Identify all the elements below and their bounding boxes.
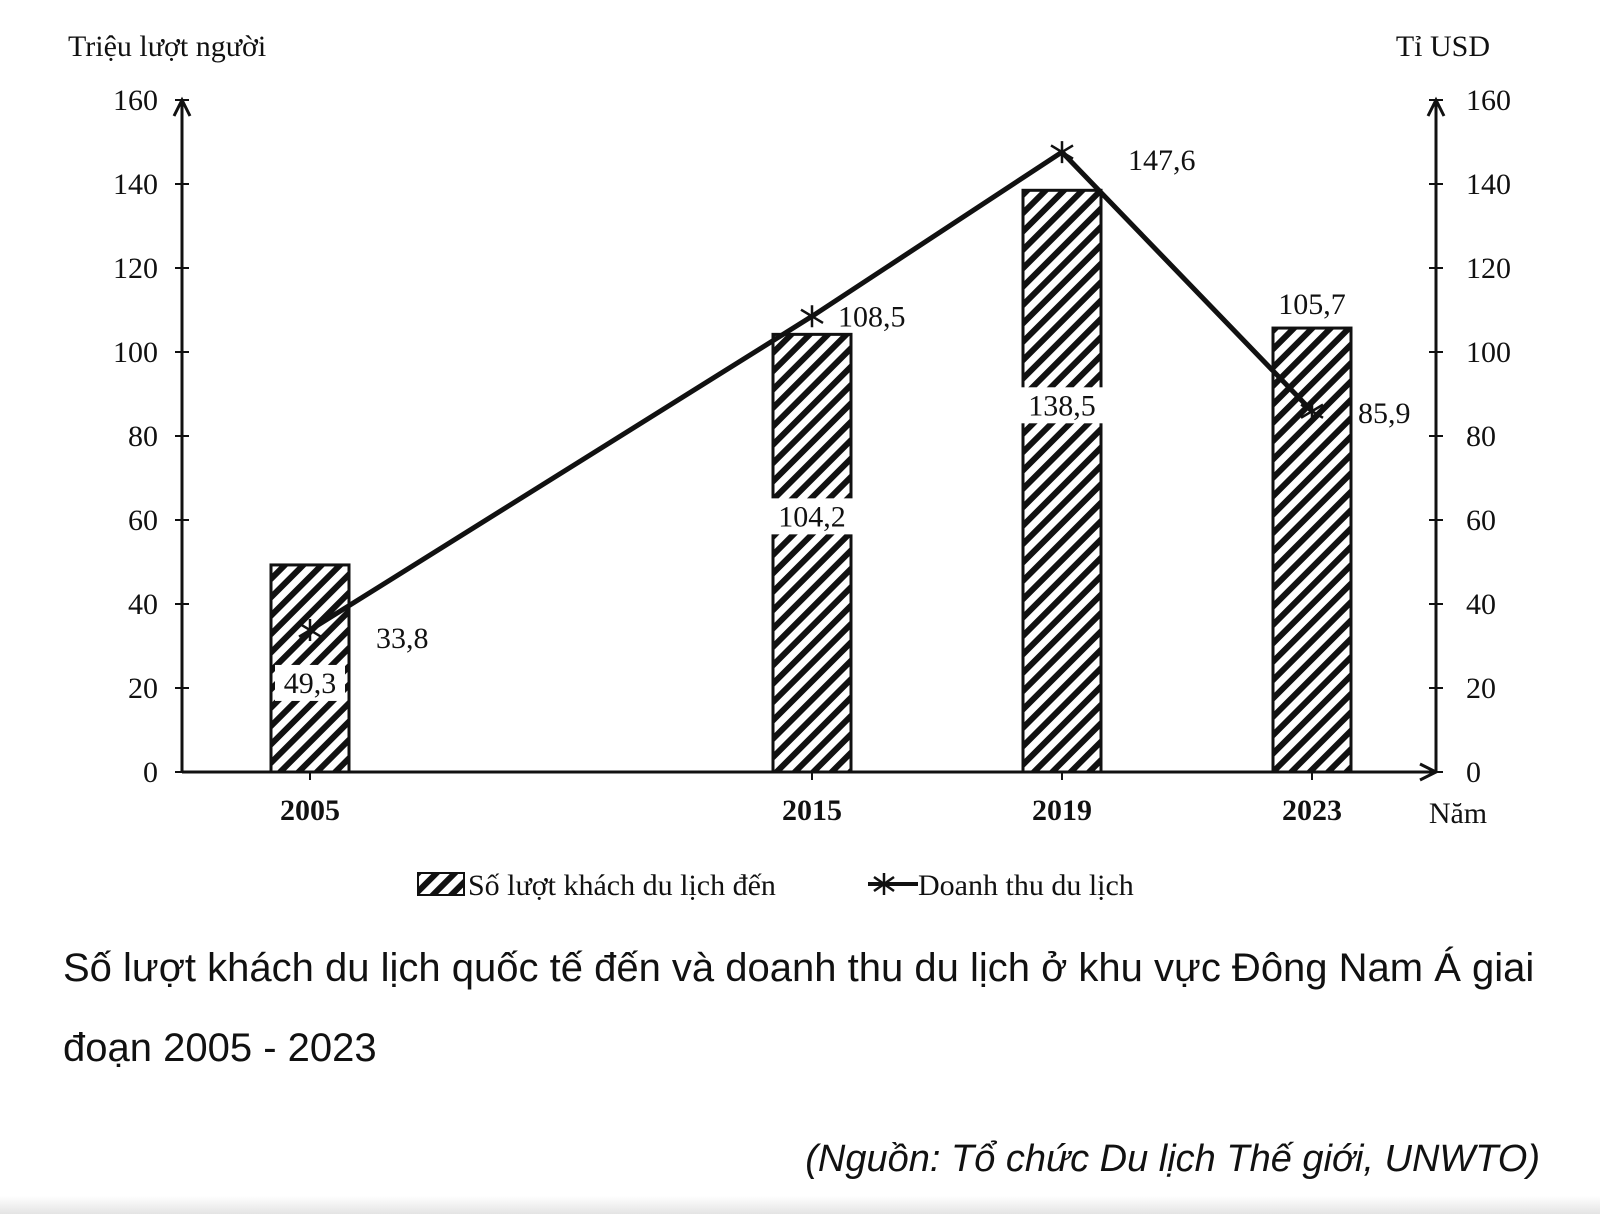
bar-2019 (1021, 188, 1103, 774)
y-left-axis-title: Triệu lượt người (68, 30, 266, 63)
revenue-point-2023 (1300, 400, 1324, 423)
legend-line-label: Doanh thu du lịch (918, 869, 1134, 902)
figure-caption: Số lượt khách du lịch quốc tế đến và doa… (63, 946, 1535, 1070)
y-left-tick-label: 100 (113, 336, 158, 369)
revenue-point-2015 (800, 305, 824, 328)
line-value-label: 147,6 (1128, 144, 1196, 177)
x-tick-label: 2019 (1032, 794, 1092, 827)
bar-2023 (1271, 326, 1353, 774)
chart-container: Triệu lượt người Tỉ USD Năm 0 0 20 20 40 40 60… (68, 30, 1511, 902)
x-tick-label: 2015 (782, 794, 842, 827)
revenue-point-2019 (1050, 141, 1074, 164)
bar-value-label: 49,3 (284, 667, 337, 700)
y-right-tick-label: 100 (1466, 336, 1511, 369)
line-value-label: 108,5 (838, 300, 906, 333)
y-right-tick-label: 160 (1466, 84, 1511, 117)
y-right-tick-label: 0 (1466, 756, 1481, 789)
legend-bar-label: Số lượt khách du lịch đến (468, 869, 776, 902)
y-right-axis-title: Tỉ USD (1396, 30, 1490, 63)
line-value-label: 85,9 (1358, 397, 1411, 430)
bar-label-bg (769, 498, 855, 535)
bar-2015 (771, 332, 853, 774)
y-right-tick-label: 140 (1466, 168, 1511, 201)
y-right-tick-label: 40 (1466, 588, 1496, 621)
x-tick-label: 2023 (1282, 794, 1342, 827)
figure-source: (Nguồn: Tổ chức Du lịch Thế giới, UNWTO) (805, 1138, 1540, 1180)
combo-chart: Triệu lượt người Tỉ USD Năm 0 0 20 20 40 40 60… (68, 30, 1511, 902)
y-left-tick-label: 60 (128, 504, 158, 537)
legend-bar-swatch (417, 872, 465, 896)
revenue-point-2005 (298, 619, 322, 642)
y-right-tick-label: 20 (1466, 672, 1496, 705)
y-left-tick-label: 140 (113, 168, 158, 201)
y-left-tick-label: 160 (113, 84, 158, 117)
bar-label-bg (275, 664, 345, 701)
y-left-tick-label: 80 (128, 420, 158, 453)
x-tick-label: 2005 (280, 794, 340, 827)
y-left-tick-label: 120 (113, 252, 158, 285)
y-right-tick-label: 80 (1466, 420, 1496, 453)
bar-value-label: 105,7 (1278, 288, 1346, 321)
bar-label-bg (1019, 387, 1105, 424)
y-right-tick-label: 120 (1466, 252, 1511, 285)
bar-value-label: 104,2 (778, 500, 846, 533)
bar-value-label: 138,5 (1028, 389, 1096, 422)
revenue-line (308, 148, 1314, 633)
x-axis-title: Năm (1429, 797, 1487, 830)
legend-asterisk-icon (873, 873, 895, 895)
legend: Số lượt khách du lịch đến Doanh thu du l… (417, 869, 1134, 902)
y-left-tick-label: 0 (143, 756, 158, 789)
y-right-tick-label: 60 (1466, 504, 1496, 537)
bottom-edge (0, 1196, 1600, 1214)
line-value-label: 33,8 (376, 622, 429, 655)
y-left-tick-label: 40 (128, 588, 158, 621)
y-left-tick-label: 20 (128, 672, 158, 705)
